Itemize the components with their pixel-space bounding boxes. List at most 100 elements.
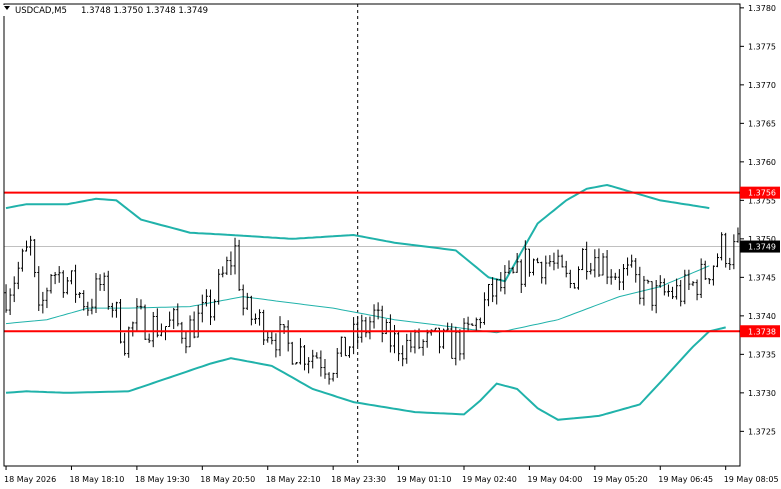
candle bbox=[339, 336, 343, 357]
current-price-label: 1.3749 bbox=[748, 243, 776, 252]
candle bbox=[12, 276, 16, 303]
candle bbox=[200, 294, 204, 323]
candle bbox=[380, 305, 384, 343]
candle bbox=[695, 279, 699, 301]
candle bbox=[245, 292, 249, 310]
candle bbox=[466, 316, 470, 331]
candle bbox=[143, 304, 147, 340]
chart-title-background bbox=[2, 5, 162, 16]
candle bbox=[45, 287, 49, 309]
price-axis-label: 1.3730 bbox=[748, 389, 776, 398]
chart-grid bbox=[4, 4, 740, 466]
candle bbox=[683, 269, 687, 305]
candle bbox=[303, 344, 307, 371]
candle bbox=[397, 331, 401, 362]
time-axis-label: 18 May 20:50 bbox=[200, 475, 255, 484]
candle bbox=[315, 352, 319, 359]
candle bbox=[658, 275, 662, 288]
candle bbox=[262, 309, 266, 345]
candle bbox=[499, 272, 503, 292]
time-axis-label: 18 May 2026 bbox=[4, 475, 56, 484]
horizontal-line-price-label: 1.3756 bbox=[748, 189, 776, 198]
candle bbox=[507, 260, 511, 275]
candle bbox=[311, 349, 315, 369]
candle bbox=[650, 281, 654, 311]
candle bbox=[352, 317, 356, 355]
candle bbox=[560, 254, 564, 268]
triangle-down-icon[interactable] bbox=[4, 6, 10, 10]
price-axis-label: 1.3745 bbox=[748, 273, 776, 282]
candle bbox=[119, 299, 123, 344]
candle bbox=[638, 266, 642, 305]
candle bbox=[392, 324, 396, 354]
price-axis-label: 1.3740 bbox=[748, 312, 776, 321]
bollinger-upper-band bbox=[5, 183, 710, 283]
candle bbox=[29, 235, 33, 256]
price-axis-label: 1.3765 bbox=[748, 119, 776, 128]
price-axis-label: 1.3755 bbox=[748, 196, 776, 205]
candle bbox=[270, 331, 274, 345]
candle bbox=[53, 271, 57, 285]
candle bbox=[65, 277, 69, 295]
horizontal-line-price-tag bbox=[740, 325, 780, 338]
horizontal-price-lines[interactable] bbox=[4, 191, 740, 333]
time-axis-label: 18 May 23:30 bbox=[331, 475, 386, 484]
candle bbox=[164, 325, 168, 341]
candle bbox=[527, 248, 531, 277]
candle bbox=[123, 332, 127, 356]
candle bbox=[515, 252, 519, 273]
candle bbox=[368, 316, 372, 340]
candle bbox=[413, 329, 417, 354]
candle bbox=[24, 240, 28, 252]
candle bbox=[110, 302, 114, 318]
price-axis[interactable]: 1.37801.37751.37701.37651.37601.37551.37… bbox=[740, 4, 780, 437]
candle bbox=[609, 269, 613, 285]
time-axis-label: 18 May 22:10 bbox=[266, 475, 321, 484]
candle bbox=[131, 321, 135, 337]
candle bbox=[114, 301, 118, 318]
candle bbox=[74, 264, 78, 303]
time-axis-label: 19 May 08:05 bbox=[724, 475, 779, 484]
price-axis-label: 1.3735 bbox=[748, 350, 776, 359]
candle bbox=[307, 357, 311, 374]
candle bbox=[249, 295, 253, 326]
candle bbox=[458, 329, 462, 361]
candle bbox=[258, 309, 262, 326]
candle bbox=[613, 272, 617, 281]
candle bbox=[78, 291, 82, 299]
candle bbox=[552, 252, 556, 271]
candle bbox=[454, 326, 458, 366]
candle bbox=[192, 311, 196, 339]
candle bbox=[274, 333, 278, 358]
candle bbox=[266, 331, 270, 343]
candle bbox=[82, 290, 86, 311]
candle bbox=[544, 255, 548, 285]
time-axis-label: 19 May 06:45 bbox=[658, 475, 713, 484]
candle bbox=[278, 316, 282, 357]
candle bbox=[94, 273, 98, 313]
candle bbox=[405, 333, 409, 364]
candle bbox=[360, 314, 364, 343]
bollinger-lower-band bbox=[5, 326, 726, 421]
time-axis[interactable]: 18 May 2026 18 May 18:10 18 May 19:30 18 Ma… bbox=[4, 466, 779, 484]
candle bbox=[716, 253, 720, 268]
candle bbox=[482, 292, 486, 325]
candle bbox=[601, 253, 605, 276]
candle bbox=[106, 270, 110, 310]
candle bbox=[225, 256, 229, 275]
candle bbox=[298, 338, 302, 365]
candle bbox=[556, 249, 560, 269]
candle bbox=[572, 282, 576, 289]
candle bbox=[168, 311, 172, 327]
candle bbox=[421, 339, 425, 356]
candle bbox=[184, 331, 188, 354]
candle bbox=[671, 286, 675, 300]
candle bbox=[732, 234, 736, 270]
price-axis-label: 1.3750 bbox=[748, 235, 776, 244]
candle bbox=[597, 248, 601, 277]
chart-frame bbox=[3, 3, 741, 467]
candle bbox=[593, 249, 597, 278]
candle bbox=[237, 239, 241, 291]
candle bbox=[462, 318, 466, 360]
